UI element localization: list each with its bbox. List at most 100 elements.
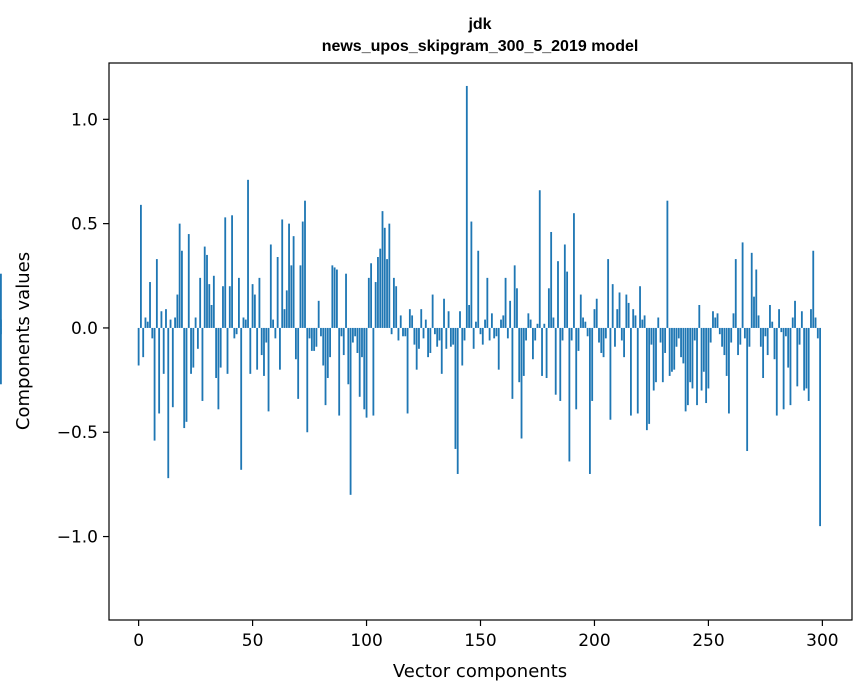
bar-72 bbox=[301, 221, 304, 328]
bar-118 bbox=[406, 327, 409, 414]
bar-159 bbox=[500, 319, 502, 328]
bar-40 bbox=[228, 286, 231, 328]
bar-179 bbox=[545, 327, 548, 379]
bar-67 bbox=[290, 265, 293, 328]
bar-234 bbox=[671, 327, 673, 372]
bar-125 bbox=[422, 327, 425, 339]
bar-253 bbox=[714, 317, 717, 328]
bar-255 bbox=[718, 327, 721, 335]
bar-66 bbox=[288, 223, 290, 328]
bar-211 bbox=[618, 292, 621, 328]
bar-296 bbox=[812, 250, 815, 328]
bar-112 bbox=[392, 277, 395, 328]
bar-233 bbox=[668, 327, 671, 376]
bar-92 bbox=[347, 327, 350, 385]
bar-46 bbox=[242, 317, 245, 328]
bar-75 bbox=[308, 327, 311, 339]
bar-87 bbox=[336, 269, 338, 328]
bar-101 bbox=[367, 277, 370, 328]
bar-180 bbox=[547, 288, 550, 328]
bar-283 bbox=[782, 327, 785, 410]
bar-218 bbox=[634, 315, 637, 328]
y-tick-label: −1.0 bbox=[57, 528, 98, 548]
bar-9 bbox=[158, 327, 161, 414]
bar-1 bbox=[140, 204, 142, 328]
bar-166 bbox=[516, 288, 518, 328]
bar-267 bbox=[746, 327, 749, 452]
bar-256 bbox=[721, 327, 723, 347]
bar-145 bbox=[468, 304, 471, 328]
bar-273 bbox=[759, 327, 762, 347]
bar-157 bbox=[495, 327, 498, 337]
bar-162 bbox=[506, 327, 509, 339]
bar-77 bbox=[313, 327, 316, 351]
bar-57 bbox=[267, 327, 270, 412]
y-axis-label: Components values bbox=[13, 252, 34, 430]
bar-235 bbox=[673, 327, 676, 370]
bar-229 bbox=[659, 327, 662, 343]
bar-194 bbox=[579, 294, 582, 328]
bar-109 bbox=[386, 259, 388, 328]
bar-258 bbox=[725, 327, 728, 376]
bar-269 bbox=[750, 252, 753, 328]
bar-291 bbox=[800, 311, 803, 328]
x-axis-label: Vector components bbox=[393, 661, 567, 682]
bar-181 bbox=[550, 231, 553, 328]
bar-295 bbox=[810, 309, 812, 328]
bar-275 bbox=[764, 327, 767, 337]
bar-96 bbox=[356, 327, 359, 353]
bar-139 bbox=[454, 327, 457, 449]
bar-141 bbox=[459, 311, 461, 328]
bar-226 bbox=[652, 327, 655, 391]
bar-213 bbox=[623, 327, 625, 358]
bar-289 bbox=[796, 327, 799, 387]
bar-237 bbox=[677, 327, 680, 339]
bar-228 bbox=[657, 317, 660, 328]
bar-124 bbox=[420, 309, 423, 328]
bar-249 bbox=[705, 327, 708, 404]
bar-69 bbox=[294, 327, 297, 360]
bar-172 bbox=[529, 319, 532, 328]
bar-288 bbox=[794, 300, 796, 328]
bar-85 bbox=[331, 265, 334, 328]
bar-169 bbox=[522, 327, 525, 376]
bar-110 bbox=[388, 223, 391, 328]
bar-222 bbox=[643, 315, 646, 328]
bar-282 bbox=[780, 327, 783, 333]
bar-164 bbox=[511, 327, 514, 399]
bar-297 bbox=[814, 317, 817, 328]
bar-284 bbox=[784, 327, 787, 337]
bar-28 bbox=[201, 327, 204, 401]
y-tick-label: −0.5 bbox=[57, 423, 98, 443]
bar-277 bbox=[769, 304, 771, 328]
bar-130 bbox=[434, 327, 436, 335]
bar-55 bbox=[263, 327, 265, 376]
bar-88 bbox=[338, 327, 341, 416]
bar-142 bbox=[461, 327, 464, 366]
bar-12 bbox=[165, 309, 167, 328]
bar-241 bbox=[686, 327, 689, 406]
bar-108 bbox=[383, 227, 386, 328]
bar-232 bbox=[666, 200, 669, 328]
bar-160 bbox=[502, 315, 505, 328]
bar-2 bbox=[142, 327, 145, 358]
bar-64 bbox=[283, 309, 286, 328]
bar-122 bbox=[415, 327, 418, 370]
bar-212 bbox=[620, 327, 623, 341]
bar-261 bbox=[732, 313, 735, 328]
bar-120 bbox=[411, 315, 414, 328]
bar-223 bbox=[645, 327, 648, 431]
bar-6 bbox=[151, 327, 154, 339]
bar-146 bbox=[470, 221, 473, 328]
bar-22 bbox=[187, 234, 190, 328]
bar-215 bbox=[627, 302, 630, 328]
bar-195 bbox=[582, 317, 584, 328]
y-axis-ticks: 1.0 0.5 0.0 −0.5 −1.0 bbox=[57, 110, 109, 548]
bar-184 bbox=[557, 261, 559, 328]
bar-89 bbox=[340, 327, 343, 337]
bar-95 bbox=[354, 327, 357, 337]
bar-278 bbox=[771, 321, 774, 328]
bar-201 bbox=[595, 298, 598, 328]
bar-143 bbox=[463, 327, 466, 341]
